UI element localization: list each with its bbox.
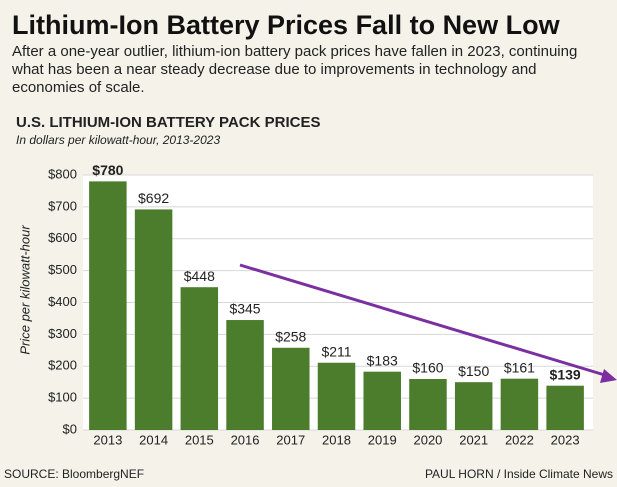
x-tick-label: 2017 [276, 432, 305, 447]
x-tick-label: 2019 [368, 432, 397, 447]
value-label: $139 [550, 366, 581, 382]
bar [134, 209, 173, 430]
bar [89, 181, 127, 430]
x-tick-label: 2018 [322, 432, 351, 447]
x-tick-label: 2015 [185, 432, 214, 447]
x-tick-label: 2016 [231, 432, 260, 447]
bar [546, 385, 584, 430]
bar [317, 362, 356, 430]
y-axis-label: Price per kilowatt-hour [17, 225, 32, 355]
y-tick-label: $400 [48, 294, 77, 309]
credit: PAUL HORN / Inside Climate News [425, 467, 613, 481]
bar [226, 320, 264, 430]
value-label: $150 [458, 363, 489, 379]
y-tick-label: $0 [63, 421, 77, 436]
value-label: $780 [92, 162, 123, 178]
chart-heading: U.S. LITHIUM-ION BATTERY PACK PRICES [16, 114, 320, 131]
y-tick-label: $500 [48, 262, 77, 277]
trend-arrow [239, 263, 609, 378]
bar [180, 287, 219, 430]
bar [363, 371, 401, 430]
value-label: $160 [412, 360, 443, 376]
y-tick-label: $700 [48, 198, 77, 213]
y-tick-label: $800 [48, 166, 77, 181]
value-label: $345 [229, 301, 260, 317]
source: SOURCE: BloombergNEF [4, 467, 144, 481]
y-tick-label: $300 [48, 326, 77, 341]
y-tick-label: $600 [48, 230, 77, 245]
x-tick-label: 2021 [459, 432, 488, 447]
bar [272, 347, 310, 430]
arrow-head [600, 369, 617, 383]
y-tick-label: $100 [48, 390, 77, 405]
value-label: $183 [367, 352, 398, 368]
x-tick-label: 2014 [139, 432, 168, 447]
value-label: $161 [504, 359, 535, 375]
x-tick-label: 2022 [505, 432, 534, 447]
chart-title: Lithium-Ion Battery Prices Fall to New L… [12, 10, 561, 40]
y-tick-label: $200 [48, 358, 77, 373]
bar [454, 382, 493, 430]
value-label: $211 [321, 343, 351, 359]
subtitle-box: After a one-year outlier, lithium-ion ba… [12, 43, 578, 96]
value-label: $692 [138, 190, 169, 206]
x-tick-label: 2013 [93, 432, 122, 447]
x-tick-label: 2023 [551, 432, 580, 447]
bar [500, 378, 539, 430]
subtitle: After a one-year outlier, lithium-ion ba… [12, 43, 578, 96]
value-label: $258 [275, 328, 306, 344]
x-tick-label: 2020 [413, 432, 442, 447]
value-label: $448 [184, 268, 215, 284]
chart-subheading: In dollars per kilowatt-hour, 2013-2023 [16, 133, 220, 147]
bar [409, 379, 447, 430]
